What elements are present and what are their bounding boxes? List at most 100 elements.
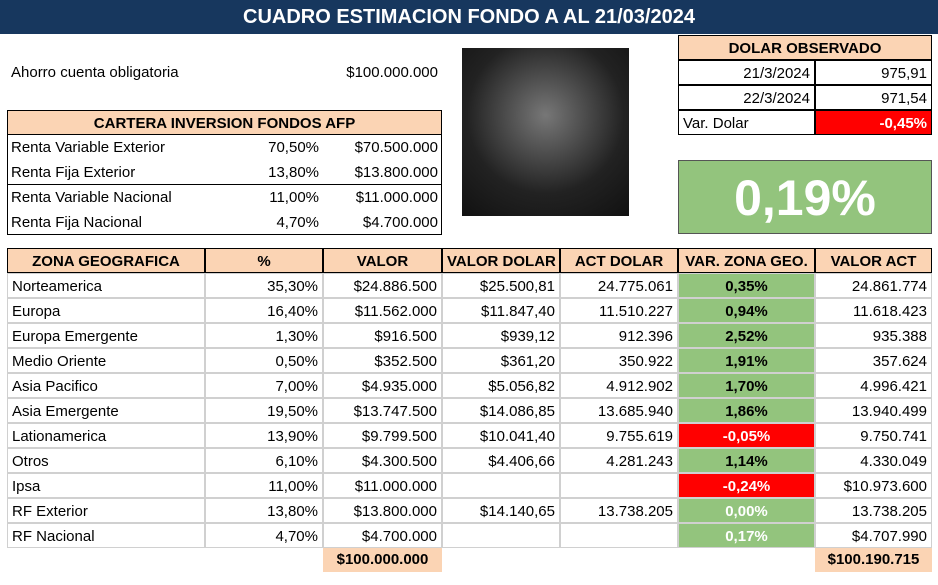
table-cell: $11.562.000: [323, 298, 442, 323]
var-cell: 1,86%: [678, 398, 815, 423]
cartera-name: Renta Variable Nacional: [11, 189, 172, 206]
var-cell: 1,14%: [678, 448, 815, 473]
cartera-name: Renta Variable Exterior: [11, 139, 165, 156]
total-valor-act: $100.190.715: [815, 548, 932, 572]
var-cell: -0,24%: [678, 473, 815, 498]
cartera-name: Renta Fija Nacional: [11, 214, 142, 231]
table-cell: 357.624: [815, 348, 932, 373]
dolar-date: 22/3/2024: [678, 85, 815, 110]
table-cell: $352.500: [323, 348, 442, 373]
table-cell: 11.510.227: [560, 298, 678, 323]
table-cell: 4.912.902: [560, 373, 678, 398]
table-cell: $13.747.500: [323, 398, 442, 423]
table-cell: $14.086,85: [442, 398, 560, 423]
table-cell: [442, 523, 560, 548]
table-cell: 24.775.061: [560, 273, 678, 298]
table-cell: 912.396: [560, 323, 678, 348]
cartera-pct: 4,70%: [276, 214, 319, 231]
table-cell: 4.281.243: [560, 448, 678, 473]
var-cell: 0,17%: [678, 523, 815, 548]
table-cell: Otros: [7, 448, 205, 473]
table-cell: 9.755.619: [560, 423, 678, 448]
cartera-pct: 70,50%: [268, 139, 319, 156]
table-cell: [560, 473, 678, 498]
table-cell: $24.886.500: [323, 273, 442, 298]
title-bar: CUADRO ESTIMACION FONDO A AL 21/03/2024: [0, 0, 938, 34]
table-cell: $10.041,40: [442, 423, 560, 448]
dolar-header: DOLAR OBSERVADO: [678, 35, 932, 60]
table-cell: $916.500: [323, 323, 442, 348]
cartera-value: $4.700.000: [362, 214, 438, 231]
table-cell: Europa Emergente: [7, 323, 205, 348]
table-cell: $5.056,82: [442, 373, 560, 398]
column-header: %: [205, 248, 323, 273]
dolar-date: 21/3/2024: [678, 60, 815, 85]
table-cell: RF Nacional: [7, 523, 205, 548]
cartera-pct: 11,00%: [269, 189, 319, 206]
table-cell: Norteamerica: [7, 273, 205, 298]
table-cell: $25.500,81: [442, 273, 560, 298]
table-cell: 13,90%: [205, 423, 323, 448]
table-cell: 1,30%: [205, 323, 323, 348]
column-header: VALOR: [323, 248, 442, 273]
table-cell: 0,50%: [205, 348, 323, 373]
table-cell: $13.800.000: [323, 498, 442, 523]
table-cell: 13,80%: [205, 498, 323, 523]
table-cell: 4,70%: [205, 523, 323, 548]
table-cell: [442, 473, 560, 498]
table-cell: $4.935.000: [323, 373, 442, 398]
table-cell: Medio Oriente: [7, 348, 205, 373]
column-header: VALOR DOLAR: [442, 248, 560, 273]
cartera-header: CARTERA INVERSION FONDOS AFP: [7, 110, 442, 135]
ahorro-value: $100.000.000: [346, 64, 438, 81]
var-cell: 0,35%: [678, 273, 815, 298]
table-cell: Asia Pacifico: [7, 373, 205, 398]
column-header: VAR. ZONA GEO.: [678, 248, 815, 273]
table-cell: [560, 523, 678, 548]
table-cell: 9.750.741: [815, 423, 932, 448]
table-cell: $14.140,65: [442, 498, 560, 523]
table-cell: $939,12: [442, 323, 560, 348]
cartera-pct: 13,80%: [268, 164, 319, 181]
divider: [7, 184, 442, 185]
table-cell: Asia Emergente: [7, 398, 205, 423]
table-cell: 935.388: [815, 323, 932, 348]
column-header: ZONA GEOGRAFICA: [7, 248, 205, 273]
table-cell: 4.996.421: [815, 373, 932, 398]
table-cell: 350.922: [560, 348, 678, 373]
table-cell: RF Exterior: [7, 498, 205, 523]
table-cell: 19,50%: [205, 398, 323, 423]
table-cell: $11.000.000: [323, 473, 442, 498]
table-cell: $4.700.000: [323, 523, 442, 548]
variation-box: 0,19%: [678, 160, 932, 234]
table-cell: 11,00%: [205, 473, 323, 498]
column-header: VALOR ACT: [815, 248, 932, 273]
var-cell: 1,70%: [678, 373, 815, 398]
table-cell: 4.330.049: [815, 448, 932, 473]
cartera-name: Renta Fija Exterior: [11, 164, 136, 181]
total-valor: $100.000.000: [323, 548, 442, 572]
dolar-value: 971,54: [815, 85, 932, 110]
table-cell: 16,40%: [205, 298, 323, 323]
var-cell: 1,91%: [678, 348, 815, 373]
table-cell: 35,30%: [205, 273, 323, 298]
column-header: ACT DOLAR: [560, 248, 678, 273]
table-cell: 7,00%: [205, 373, 323, 398]
var-cell: 0,94%: [678, 298, 815, 323]
cartera-value: $13.800.000: [354, 164, 438, 181]
table-cell: Ipsa: [7, 473, 205, 498]
table-cell: 11.618.423: [815, 298, 932, 323]
dolar-value: 975,91: [815, 60, 932, 85]
var-cell: 2,52%: [678, 323, 815, 348]
ahorro-label: Ahorro cuenta obligatoria: [11, 64, 179, 81]
cartera-value: $11.000.000: [355, 189, 438, 206]
table-cell: $4.406,66: [442, 448, 560, 473]
cartera-value: $70.500.000: [354, 139, 438, 156]
table-cell: Lationamerica: [7, 423, 205, 448]
table-cell: $4.707.990: [815, 523, 932, 548]
var-cell: -0,05%: [678, 423, 815, 448]
table-cell: 13.738.205: [560, 498, 678, 523]
var-cell: 0,00%: [678, 498, 815, 523]
table-cell: $10.973.600: [815, 473, 932, 498]
